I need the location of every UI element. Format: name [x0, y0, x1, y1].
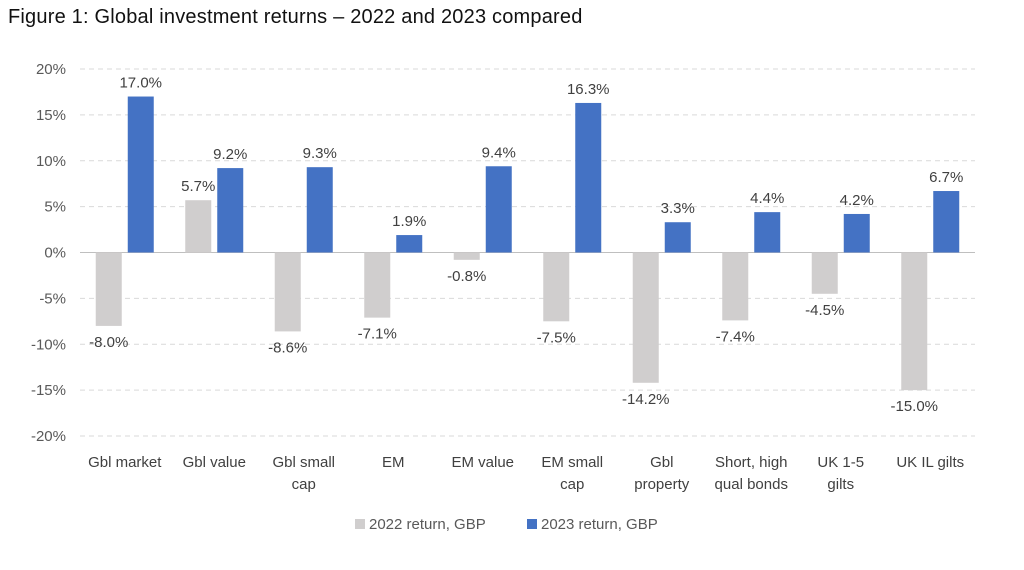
bar-2022	[364, 252, 391, 318]
category-label: Short, high	[715, 454, 788, 471]
category-label: EM small	[541, 454, 603, 471]
data-label: -14.2%	[622, 391, 670, 408]
category-label: gilts	[827, 476, 854, 493]
y-tick-label: 5%	[44, 199, 66, 216]
y-tick-label: -20%	[31, 428, 66, 445]
legend: 2022 return, GBP 2023 return, GBP	[355, 516, 658, 533]
bar-2023	[933, 191, 960, 253]
category-label: Gbl market	[88, 454, 162, 471]
y-tick-label: 20%	[36, 61, 66, 78]
data-label: 16.3%	[567, 81, 610, 98]
bar-2023	[306, 167, 333, 253]
data-label: -8.6%	[268, 339, 307, 356]
data-label: 4.4%	[750, 190, 784, 207]
data-label: -7.1%	[358, 326, 397, 343]
data-label: -0.8%	[447, 268, 486, 285]
bar-2023	[127, 96, 154, 253]
y-tick-label: 15%	[36, 107, 66, 124]
y-tick-label: -15%	[31, 382, 66, 399]
data-label: 9.4%	[482, 144, 516, 161]
bars	[95, 96, 960, 391]
bar-2022	[543, 252, 570, 322]
bar-2023	[575, 102, 602, 253]
data-labels: -8.0% 17.0% 5.7% 9.2% -8.6% 9.3% -7.1% 1.9% -0.8…	[89, 75, 963, 416]
data-label: -7.5%	[537, 329, 576, 346]
data-label: 1.9%	[392, 213, 426, 230]
data-label: 5.7%	[181, 178, 215, 195]
category-label: cap	[292, 476, 316, 493]
bar-2022	[901, 252, 928, 391]
bar-2022	[811, 252, 838, 294]
gridlines	[80, 68, 975, 437]
bar-2023	[396, 235, 423, 253]
bar-2022	[632, 252, 659, 383]
data-label: 4.2%	[840, 192, 874, 209]
y-tick-label: -10%	[31, 336, 66, 353]
data-label: -8.0%	[89, 334, 128, 351]
category-label: EM value	[451, 454, 514, 471]
category-label: EM	[382, 454, 405, 471]
bar-2022	[185, 200, 212, 253]
data-label: 9.2%	[213, 146, 247, 163]
category-label: cap	[560, 476, 584, 493]
legend-swatch	[527, 519, 537, 529]
category-label: Gbl small	[272, 454, 335, 471]
category-label: UK IL gilts	[896, 454, 964, 471]
y-tick-label: 10%	[36, 153, 66, 170]
bar-2022	[453, 252, 480, 260]
bar-2023	[664, 222, 691, 253]
category-label: Gbl	[650, 454, 673, 471]
data-label: 3.3%	[661, 200, 695, 217]
y-tick-label: -5%	[39, 290, 66, 307]
data-label: -4.5%	[805, 302, 844, 319]
y-axis-ticks: 20% 15% 10% 5% 0% -5% -10% -15% -20%	[31, 61, 66, 445]
chart-title: Figure 1: Global investment returns – 20…	[8, 6, 583, 28]
data-label: -15.0%	[890, 398, 938, 415]
y-tick-label: 0%	[44, 245, 66, 262]
bar-2023	[217, 168, 244, 253]
category-labels: Gbl market Gbl value Gbl small cap EM EM valu…	[88, 454, 964, 493]
category-label: property	[634, 476, 690, 493]
legend-label: 2023 return, GBP	[541, 516, 658, 533]
category-label: qual bonds	[715, 476, 788, 493]
legend-label: 2022 return, GBP	[369, 516, 486, 533]
data-label: 17.0%	[119, 75, 162, 92]
legend-swatch	[355, 519, 365, 529]
data-label: 6.7%	[929, 169, 963, 186]
bar-2023	[754, 212, 781, 253]
bar-2023	[843, 213, 870, 253]
bar-2022	[722, 252, 749, 321]
bar-2023	[485, 166, 512, 253]
data-label: -7.4%	[716, 328, 755, 345]
bar-2022	[274, 252, 301, 332]
category-label: UK 1-5	[817, 454, 864, 471]
data-label: 9.3%	[303, 145, 337, 162]
bar-2022	[95, 252, 122, 326]
category-label: Gbl value	[183, 454, 246, 471]
